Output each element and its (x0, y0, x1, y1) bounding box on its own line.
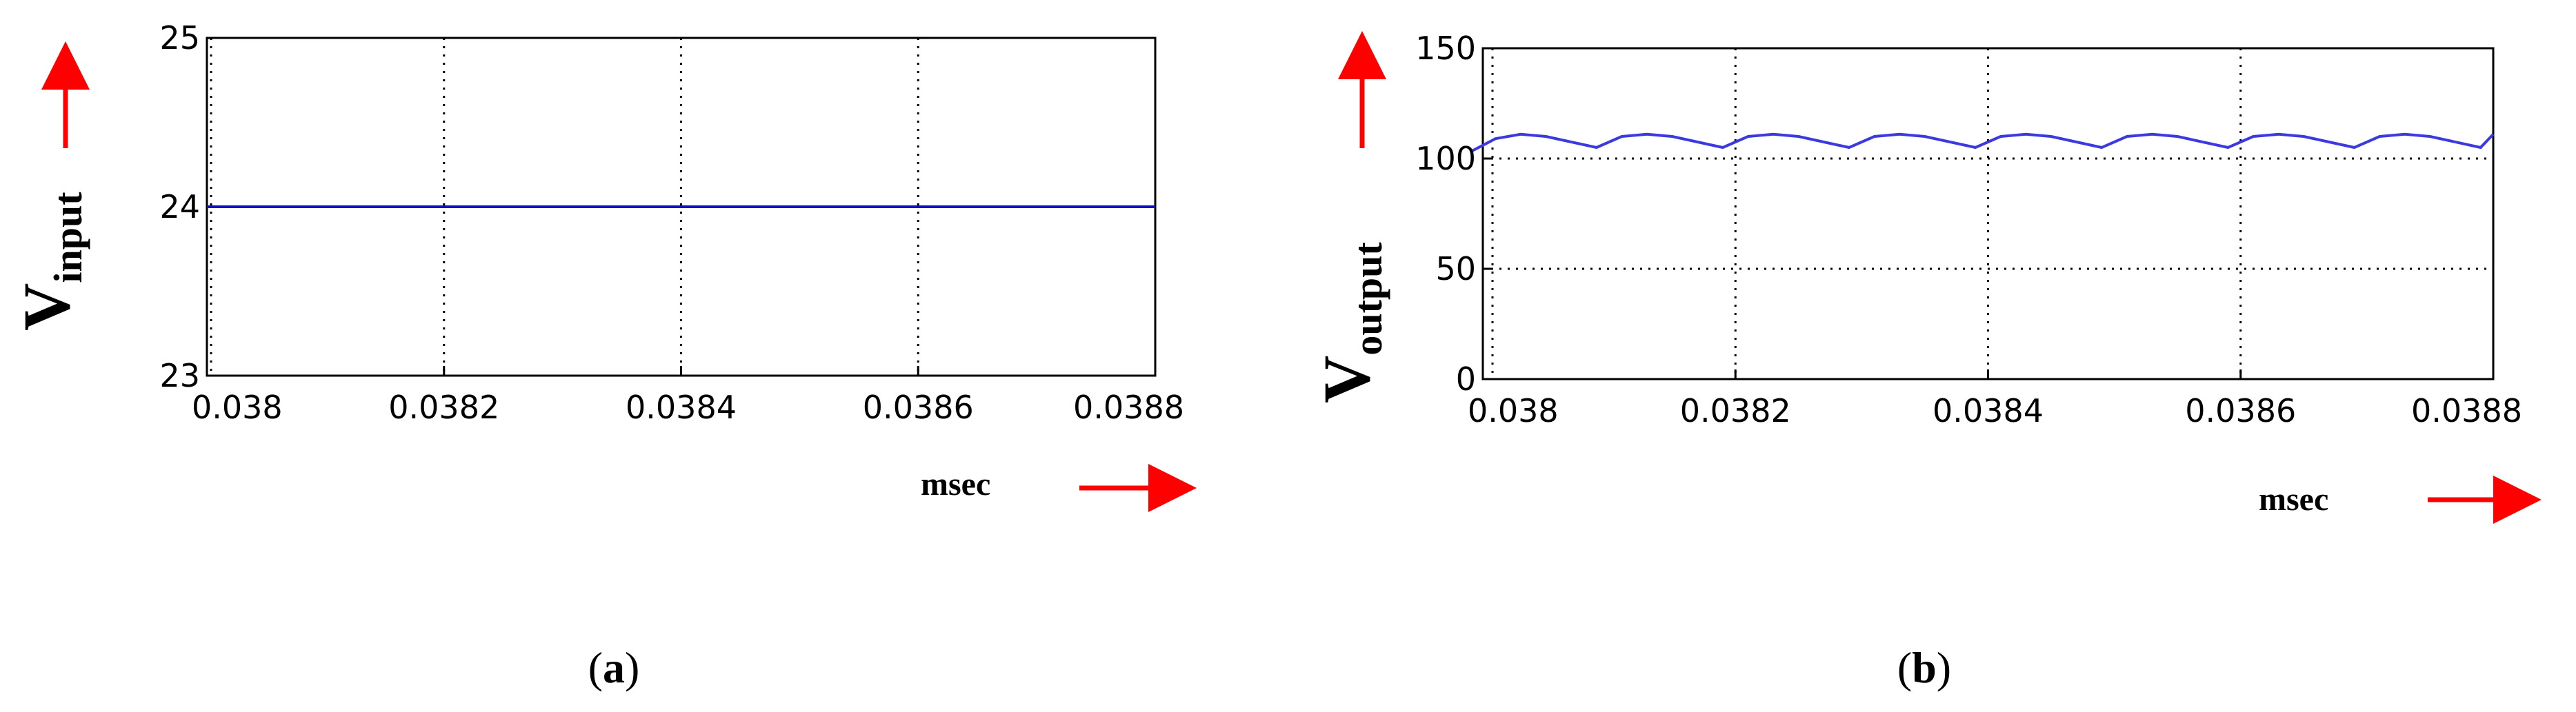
panel-label-b-close: ) (1937, 643, 1951, 692)
panel-label-b: (b) (1897, 643, 1951, 692)
chart-b-y-tick-label: 50 (1435, 250, 1476, 287)
chart-b-y-tick-label: 0 (1456, 360, 1476, 398)
chart-a-y-label-main: V (10, 283, 83, 331)
chart-b-y-tick-label: 100 (1415, 140, 1476, 177)
panel-label-a-letter: a (603, 643, 625, 692)
chart-b-plot-frame (1481, 47, 2495, 380)
chart-a-y-tick-labels: 23 24 25 (159, 19, 200, 394)
chart-a-x-tick-label: 0.0388 (1073, 389, 1184, 426)
chart-b-x-tick-label: 0.0386 (2185, 392, 2296, 429)
chart-a: 0.038 0.0382 0.0384 0.0386 0.0388 23 24 25 Vin… (10, 19, 1197, 692)
chart-b-x-tick-label: 0.0382 (1680, 392, 1791, 429)
chart-b-y-tick-label: 150 (1415, 30, 1476, 67)
chart-b-x-tick-label: 0.0384 (1933, 392, 2044, 429)
chart-a-x-tick-label: 0.0382 (388, 389, 499, 426)
chart-a-y-label-sub: input (46, 192, 90, 283)
chart-b-x-tick-labels: 0.038 0.0382 0.0384 0.0386 0.0388 (1468, 392, 2522, 429)
chart-b-y-label-sub: output (1346, 242, 1390, 356)
chart-a-y-axis-label: Vinput (10, 192, 90, 331)
chart-a-x-tick-label: 0.0384 (626, 389, 737, 426)
chart-a-y-tick-label: 25 (159, 19, 200, 57)
panel-label-b-open: ( (1897, 643, 1912, 692)
chart-a-x-tick-labels: 0.038 0.0382 0.0384 0.0386 0.0388 (192, 389, 1184, 426)
panel-label-a-close: ) (625, 643, 639, 692)
chart-b: 0.038 0.0382 0.0384 0.0386 0.0388 050100150 … (1310, 30, 2542, 692)
chart-b-y-tick-labels: 0 50 100 150 (1415, 30, 1476, 398)
panel-label-a: (a) (588, 643, 640, 692)
chart-b-x-tick-label: 0.038 (1468, 392, 1559, 429)
chart-b-series (1469, 132, 2495, 154)
chart-a-y-tick-label: 24 (159, 188, 200, 225)
chart-a-x-tick-label: 0.038 (192, 389, 283, 426)
panel-label-b-letter: b (1912, 643, 1937, 692)
chart-b-x-tick-label: 0.0388 (2411, 392, 2522, 429)
chart-a-x-axis-label: msec (921, 466, 990, 502)
chart-b-grid (1481, 47, 2495, 380)
chart-b-x-axis-label: msec (2259, 481, 2328, 518)
chart-b-series-line (1469, 132, 2495, 154)
panel-label-a-open: ( (588, 643, 603, 692)
chart-a-x-tick-label: 0.0386 (863, 389, 974, 426)
chart-b-y-label-main: V (1310, 356, 1384, 403)
chart-a-y-tick-label: 23 (159, 357, 200, 394)
chart-b-y-axis-label: Voutput (1310, 242, 1390, 403)
